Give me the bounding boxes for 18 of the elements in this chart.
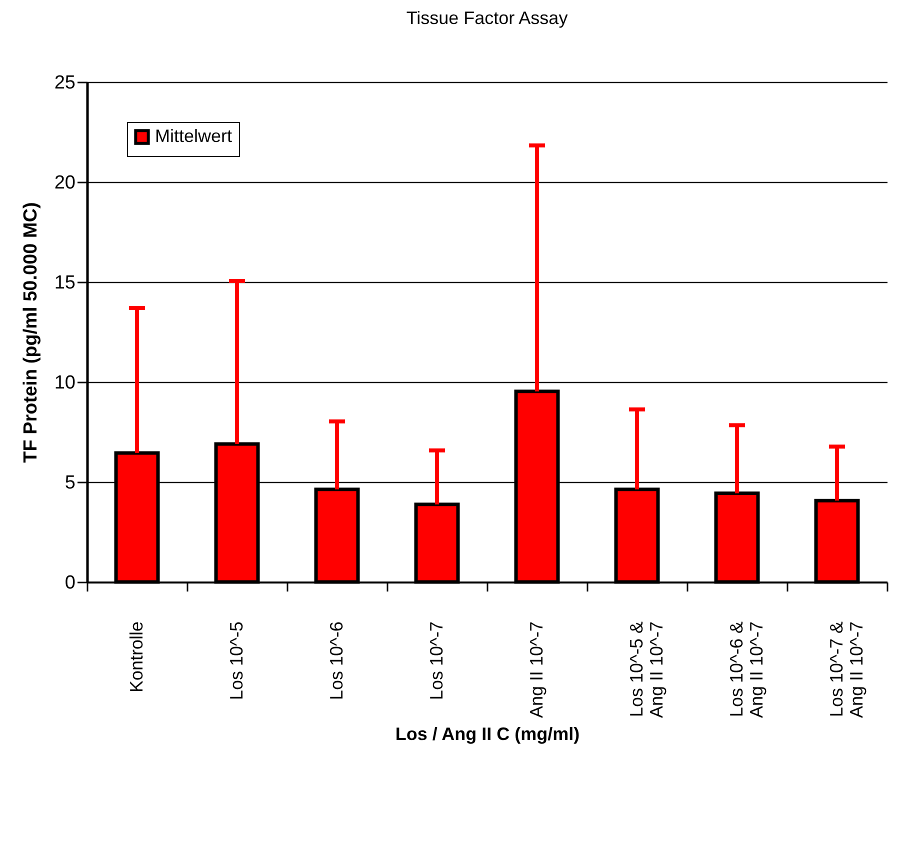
legend-label: Mittelwert bbox=[155, 126, 232, 146]
x-tick-label: Los 10^-6 bbox=[326, 622, 346, 700]
y-tick-label: 0 bbox=[64, 572, 76, 594]
y-tick-label: 25 bbox=[54, 72, 76, 94]
x-tick-label: Ang II 10^-7 bbox=[526, 622, 546, 718]
chart-title: Tissue Factor Assay bbox=[406, 8, 568, 28]
x-tick-label: Los 10^-5 & Ang II 10^-7 bbox=[626, 622, 666, 718]
x-tick-label: Kontrolle bbox=[126, 622, 146, 693]
y-tick-label: 15 bbox=[54, 272, 76, 294]
y-tick-label: 20 bbox=[54, 172, 76, 194]
x-tick-label: Los 10^-7 bbox=[426, 622, 446, 700]
x-tick-label: Los 10^-7 & Ang II 10^-7 bbox=[826, 622, 866, 718]
x-axis-title: Los / Ang II C (mg/ml) bbox=[395, 724, 580, 744]
x-tick-label: Los 10^-6 & Ang II 10^-7 bbox=[726, 622, 766, 718]
y-tick-label: 5 bbox=[64, 472, 76, 494]
y-tick-label: 10 bbox=[54, 372, 76, 394]
y-axis-title: TF Protein (pg/ml 50.000 MC) bbox=[20, 202, 42, 463]
x-tick-label: Los 10^-5 bbox=[226, 622, 246, 700]
